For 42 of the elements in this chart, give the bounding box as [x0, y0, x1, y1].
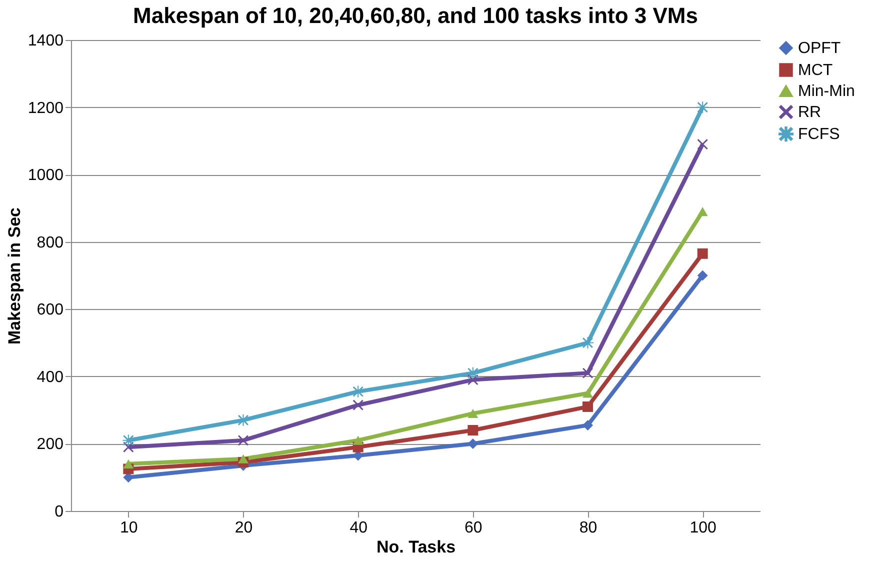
legend-label: FCFS	[798, 126, 840, 143]
point	[468, 425, 478, 436]
point	[352, 436, 364, 445]
point	[352, 400, 364, 410]
point	[238, 454, 248, 464]
point	[582, 420, 593, 430]
x-tick-label: 40	[350, 520, 368, 536]
y-tick-label: 200	[36, 436, 64, 454]
legend-label: Min-Min	[798, 83, 855, 100]
point	[697, 139, 708, 150]
y-axis-title: Makespan in Sec	[4, 207, 24, 345]
point	[582, 337, 594, 349]
point	[238, 435, 248, 446]
legend-label: MCT	[798, 62, 833, 79]
point	[582, 401, 593, 412]
x-tick-label: 100	[690, 520, 717, 536]
point	[468, 438, 478, 449]
chart-title: Makespan of 10, 20,40,60,80, and 100 tasks into 3 VMs	[133, 3, 698, 28]
point	[582, 368, 593, 378]
y-tick-label: 1400	[28, 32, 64, 50]
x-tick-label: 10	[120, 520, 138, 536]
y-tick-label: 400	[36, 368, 64, 386]
y-tick-label: 600	[36, 302, 64, 319]
x-axis-title: No. Tasks	[376, 538, 456, 556]
x-tick-label: 60	[464, 520, 482, 536]
point	[697, 207, 708, 216]
y-tick-label: 1000	[28, 167, 64, 184]
point	[123, 459, 134, 468]
legend-label: RR	[798, 104, 822, 121]
y-tick-label: 800	[36, 234, 64, 252]
point	[582, 388, 593, 398]
y-tick-label: 0	[54, 504, 64, 520]
point	[352, 386, 364, 398]
point	[467, 367, 479, 379]
x-tick-label: 20	[234, 520, 253, 536]
point	[468, 408, 478, 418]
point	[237, 414, 250, 426]
x-tick-label: 80	[579, 520, 598, 536]
point	[697, 270, 708, 281]
point	[697, 248, 708, 259]
legend-label: OPFT	[798, 40, 841, 57]
y-tick-label: 1200	[28, 100, 64, 117]
